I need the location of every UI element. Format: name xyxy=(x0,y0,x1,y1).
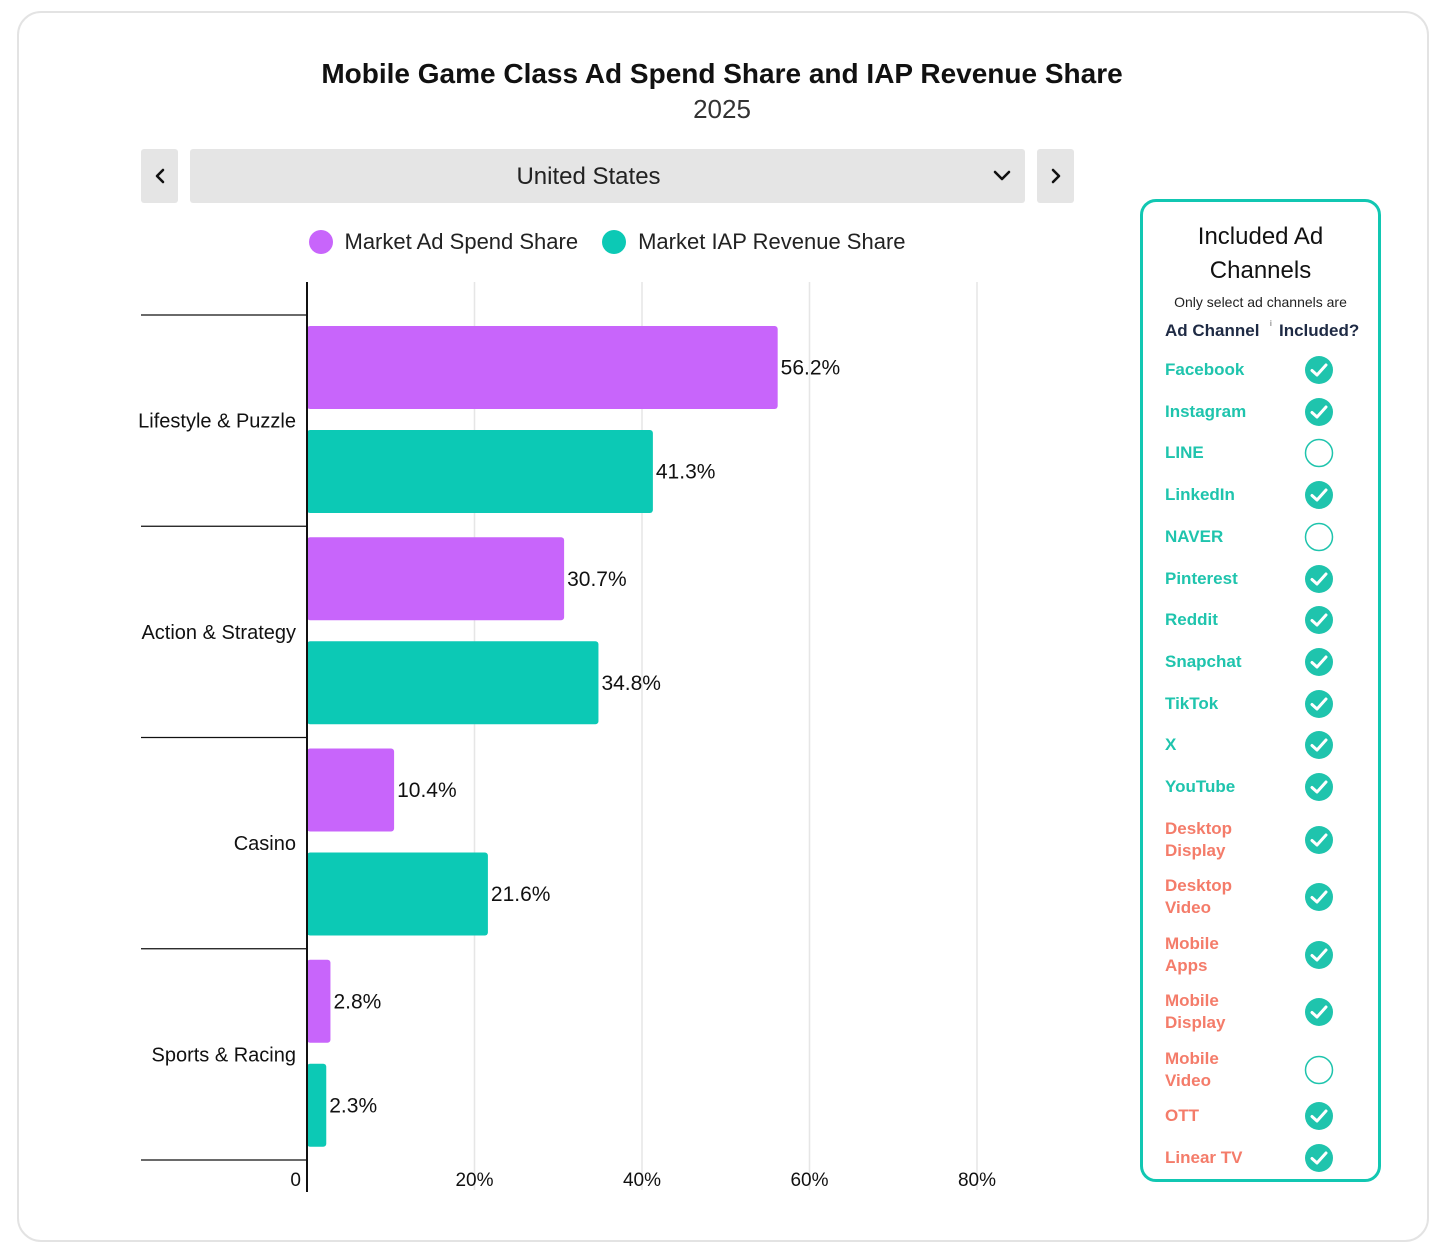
bar-action-and-strategy-iap-revenue xyxy=(307,641,599,725)
check-circle-icon-desktop-display[interactable] xyxy=(1304,825,1334,855)
channel-name-mobile-apps: Mobile Apps xyxy=(1165,933,1219,975)
channel-name-facebook: Facebook xyxy=(1165,360,1245,379)
chart-subtitle: 2025 xyxy=(693,94,751,124)
data-label: 34.8% xyxy=(601,672,661,695)
channel-name-line: LINE xyxy=(1165,443,1204,463)
check-circle-icon-tiktok[interactable] xyxy=(1304,689,1334,719)
legend-label-iap-revenue: Market IAP Revenue Share xyxy=(638,229,906,254)
included-ad-channels-panel: Included Ad Channels Only select ad chan… xyxy=(1140,199,1381,1182)
market-select[interactable]: United States xyxy=(190,149,1025,203)
legend-label-ad-spend: Market Ad Spend Share xyxy=(344,229,579,254)
data-label: 10.4% xyxy=(397,779,457,802)
check-circle-icon-youtube[interactable] xyxy=(1304,772,1334,802)
check-circle-icon-linear-tv[interactable] xyxy=(1304,1143,1334,1173)
check-circle-icon-x[interactable] xyxy=(1304,730,1334,760)
bar-action-and-strategy-ad-spend xyxy=(307,537,565,621)
check-circle-icon-ott[interactable] xyxy=(1304,1101,1334,1131)
legend-swatch-ad-spend xyxy=(308,230,333,254)
column-header-ad-channel: Ad Channel xyxy=(1165,321,1260,340)
market-select-value: United States xyxy=(516,163,661,190)
category-label: Sports & Racing xyxy=(151,1044,296,1066)
channel-name-naver: NAVER xyxy=(1165,526,1224,546)
check-circle-icon-linkedin[interactable] xyxy=(1304,480,1334,510)
check-circle-icon-mobile-apps[interactable] xyxy=(1304,940,1334,970)
channel-name-tiktok: TikTok xyxy=(1165,693,1219,713)
legend-item-ad-spend[interactable]: Market Ad Spend Share xyxy=(308,229,579,255)
panel-title-text: Included Ad Channels xyxy=(1197,223,1324,284)
chevron-down-icon xyxy=(993,170,1011,181)
bar-lifestyle-and-puzzle-ad-spend xyxy=(307,326,778,409)
panel-title: Included Ad Channels xyxy=(1143,220,1378,288)
x-tick-label: 60% xyxy=(790,1170,828,1191)
data-label: 2.8% xyxy=(333,990,381,1013)
category-label: Lifestyle & Puzzle xyxy=(138,411,296,433)
empty-circle-icon-mobile-video[interactable] xyxy=(1304,1055,1334,1085)
empty-circle-icon-line[interactable] xyxy=(1304,438,1334,468)
check-circle-icon-instagram[interactable] xyxy=(1304,397,1334,427)
chevron-left-icon xyxy=(155,168,164,184)
data-label: 2.3% xyxy=(329,1094,377,1117)
data-label: 30.7% xyxy=(567,568,627,591)
channel-name-desktop-display: Desktop Display xyxy=(1165,818,1233,860)
bar-lifestyle-and-puzzle-iap-revenue xyxy=(307,430,653,513)
channel-name-linkedin: LinkedIn xyxy=(1165,485,1235,505)
category-label: Casino xyxy=(234,833,296,855)
x-tick-label: 40% xyxy=(623,1170,661,1191)
check-circle-icon-pinterest[interactable] xyxy=(1304,564,1334,594)
legend-swatch-iap-revenue xyxy=(602,230,627,254)
channel-name-snapchat: Snapchat xyxy=(1165,651,1242,671)
next-market-button[interactable] xyxy=(1037,149,1074,203)
legend-item-iap-revenue[interactable]: Market IAP Revenue Share xyxy=(602,229,906,255)
channel-name-desktop-video: Desktop Video xyxy=(1165,876,1233,918)
channel-name-youtube: YouTube xyxy=(1165,777,1236,796)
channel-name-x: X xyxy=(1165,735,1177,755)
channel-name-linear-tv: Linear TV xyxy=(1165,1147,1243,1167)
column-header-included: Included? xyxy=(1279,321,1360,340)
chart-legend: Market Ad Spend Share Market IAP Revenue… xyxy=(0,229,1214,255)
channel-name-mobile-video: Mobile Video xyxy=(1165,1048,1219,1090)
bar-casino-ad-spend xyxy=(307,748,395,832)
data-label: 41.3% xyxy=(656,461,716,484)
empty-circle-icon-naver[interactable] xyxy=(1304,522,1334,552)
data-label: 56.2% xyxy=(781,357,841,380)
check-circle-icon-desktop-video[interactable] xyxy=(1304,882,1334,912)
category-label: Action & Strategy xyxy=(141,622,296,644)
prev-market-button[interactable] xyxy=(141,149,178,203)
check-circle-icon-facebook[interactable] xyxy=(1304,355,1334,385)
data-label: 21.6% xyxy=(491,883,551,906)
bar-casino-iap-revenue xyxy=(307,852,488,936)
channel-name-ott: OTT xyxy=(1165,1106,1199,1126)
bar-chart: 56.2% 41.3% Lifestyle & Puzzle 30.7% 34.8% Ac… xyxy=(138,282,996,1192)
channel-name-reddit: Reddit xyxy=(1165,610,1218,630)
x-tick-label: 20% xyxy=(455,1170,493,1191)
bar-sports-and-racing-ad-spend xyxy=(307,959,331,1043)
column-info-marker: i xyxy=(1270,319,1272,328)
check-circle-icon-reddit[interactable] xyxy=(1304,605,1334,635)
bar-sports-and-racing-iap-revenue xyxy=(307,1063,327,1147)
channel-name-pinterest: Pinterest xyxy=(1165,568,1238,588)
chart-title: Mobile Game Class Ad Spend Share and IAP… xyxy=(321,58,1123,89)
channel-name-instagram: Instagram xyxy=(1165,401,1247,421)
chevron-right-icon xyxy=(1051,168,1060,184)
panel-note: Only select ad channels are xyxy=(1174,294,1347,310)
check-circle-icon-snapchat[interactable] xyxy=(1304,647,1334,677)
x-tick-label: 80% xyxy=(958,1170,996,1191)
check-circle-icon-mobile-display[interactable] xyxy=(1304,997,1334,1027)
channel-name-mobile-display: Mobile Display xyxy=(1165,991,1226,1033)
x-tick-label: 0 xyxy=(290,1170,301,1191)
